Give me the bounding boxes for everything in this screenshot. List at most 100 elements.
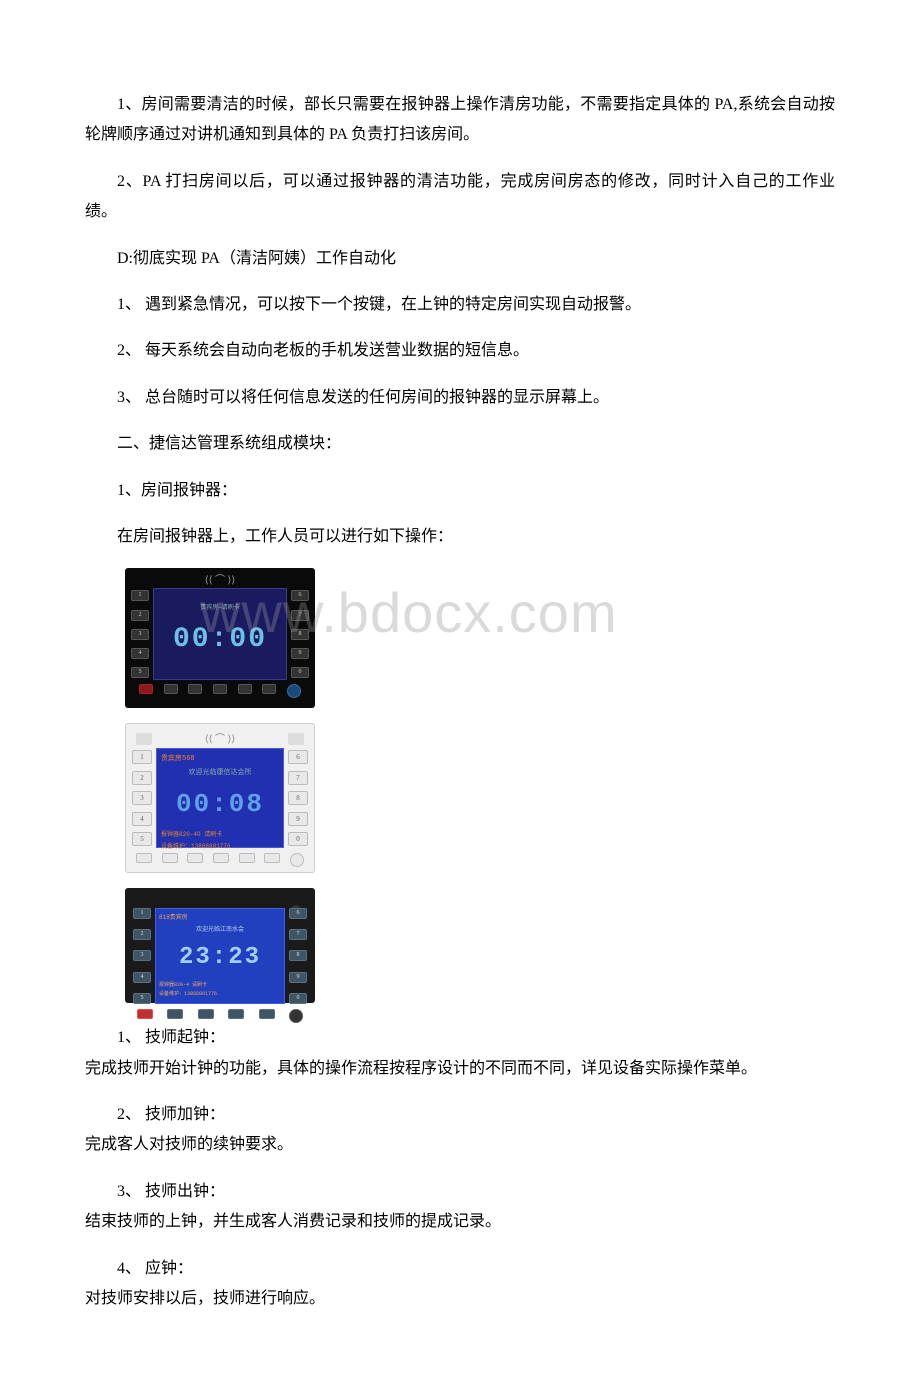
- device-1-key: 8: [291, 629, 309, 640]
- device-2-bottom-key: [136, 853, 152, 863]
- device-3-key: 3: [133, 950, 151, 961]
- paragraph-13: 4、 应钟：: [85, 1254, 835, 1284]
- device-1-body: 1 2 3 4 5 贵宾房—请刷卡 00:00 6 7 8 9 0: [131, 588, 309, 680]
- device-3-key: 1: [133, 908, 151, 919]
- device-3-key: 0: [289, 993, 307, 1004]
- device-1-bottom-key: [188, 684, 202, 694]
- device-2-screen: 贵宾房568 欢迎光临康信达会所 00:08 报钟器820-40 请刷卡 设备维…: [156, 748, 284, 848]
- device-3-key: 2: [133, 929, 151, 940]
- device-2-bottom-key: [187, 853, 203, 863]
- device-1-circle-key: [287, 684, 301, 698]
- device-1-bottom-key: [139, 684, 153, 694]
- device-3-bottom-keys: [133, 1004, 307, 1023]
- device-1-key: 9: [291, 648, 309, 659]
- device-2-key: 0: [288, 832, 308, 846]
- device-1-key: 5: [131, 667, 149, 678]
- device-1-screen: 贵宾房—请刷卡 00:00: [153, 588, 287, 680]
- device-image-2: ⟨⟨ ⌒ ⟩⟩ 1 2 3 4 5 贵宾房568 欢迎光临康信达会所 00:08…: [125, 723, 315, 873]
- device-1-screen-text: 贵宾房—请刷卡: [200, 602, 240, 613]
- device-2-speaker: [288, 733, 304, 745]
- paragraph-12b: 结束技师的上钟，并生成客人消费记录和技师的提成记录。: [85, 1207, 835, 1237]
- paragraph-7: 二、捷信达管理系统组成模块：: [85, 429, 835, 459]
- paragraph-11: 2、 技师加钟：: [85, 1100, 835, 1130]
- device-3-top: [133, 896, 307, 908]
- device-1-key: 7: [291, 610, 309, 621]
- device-2-key: 5: [132, 832, 152, 846]
- device-3-bottom-key: [228, 1009, 244, 1019]
- paragraph-8: 1、房间报钟器：: [85, 476, 835, 506]
- device-1-bottom-key: [213, 684, 227, 694]
- paragraph-5: 2、 每天系统会自动向老板的手机发送营业数据的短信息。: [85, 336, 835, 366]
- paragraph-13b: 对技师安排以后，技师进行响应。: [85, 1284, 835, 1314]
- device-2-body: 1 2 3 4 5 贵宾房568 欢迎光临康信达会所 00:08 报钟器820-…: [132, 748, 308, 848]
- paragraph-12: 3、 技师出钟：: [85, 1177, 835, 1207]
- device-image-1: ⟨⟨ ⌒ ⟩⟩ 1 2 3 4 5 贵宾房—请刷卡 00:00 6 7 8 9 …: [125, 568, 315, 708]
- device-3-round-key: [289, 1009, 303, 1023]
- device-3-key: 4: [133, 972, 151, 983]
- device-3-screen: 818贵宾房 欢迎光临江南水会 23:23 报钟器820-4 请刷卡 设备维护：…: [155, 908, 285, 1003]
- device-3-body: 1 2 3 4 5 818贵宾房 欢迎光临江南水会 23:23 报钟器820-4…: [133, 908, 307, 1003]
- device-2-top-row: ⟨⟨ ⌒ ⟩⟩: [132, 730, 308, 748]
- device-1-bottom-key: [164, 684, 178, 694]
- device-1-key: 1: [131, 590, 149, 601]
- device-2-key: 9: [288, 812, 308, 826]
- device-2-key: 1: [132, 750, 152, 764]
- device-2-left-keys: 1 2 3 4 5: [132, 748, 152, 848]
- device-2-key: 6: [288, 750, 308, 764]
- device-1-decoration: ⟨⟨ ⌒ ⟩⟩: [131, 574, 309, 588]
- paragraph-1: 1、房间需要清洁的时候，部长只需要在报钟器上操作清房功能，不需要指定具体的 PA…: [85, 90, 835, 151]
- device-3-bottom-key: [167, 1009, 183, 1019]
- device-3-room: 818贵宾房: [159, 912, 281, 923]
- device-1-key: 3: [131, 629, 149, 640]
- device-3-footer2: 设备维护：13888881776: [159, 990, 281, 1000]
- device-3-key: 7: [289, 929, 307, 940]
- device-1-key: 2: [131, 610, 149, 621]
- device-2-bottom-key: [213, 853, 229, 863]
- device-image-3: 1 2 3 4 5 818贵宾房 欢迎光临江南水会 23:23 报钟器820-4…: [125, 888, 315, 1003]
- device-3-left-keys: 1 2 3 4 5: [133, 908, 151, 1003]
- paragraph-11b: 完成客人对技师的续钟要求。: [85, 1130, 835, 1160]
- device-3-footer1: 报钟器820-4 请刷卡: [159, 981, 281, 991]
- paragraph-9: 在房间报钟器上，工作人员可以进行如下操作：: [85, 522, 835, 552]
- device-2-bottom-key: [239, 853, 255, 863]
- device-3-bottom-key: [198, 1009, 214, 1019]
- device-3-bottom-key: [259, 1009, 275, 1019]
- paragraph-3: D:彻底实现 PA（清洁阿姨）工作自动化: [85, 244, 835, 274]
- device-3-right-keys: 6 7 8 9 0: [289, 908, 307, 1003]
- device-2-right-keys: 6 7 8 9 0: [288, 748, 308, 848]
- device-2-round-key: [290, 853, 304, 867]
- paragraph-2: 2、PA 打扫房间以后，可以通过报钟器的清洁功能，完成房间房态的修改，同时计入自…: [85, 167, 835, 228]
- device-1-right-keys: 6 7 8 9 0: [291, 588, 309, 680]
- device-1-bottom-keys: [131, 680, 309, 698]
- device-3-time: 23:23: [159, 935, 281, 981]
- device-2-key: 7: [288, 771, 308, 785]
- device-3-key: 5: [133, 993, 151, 1004]
- paragraph-6: 3、 总台随时可以将任何信息发送的任何房间的报钟器的显示屏幕上。: [85, 383, 835, 413]
- device-1-left-keys: 1 2 3 4 5: [131, 588, 149, 680]
- device-2-key: 2: [132, 771, 152, 785]
- device-2-subheader: 欢迎光临康信达会所: [161, 767, 279, 780]
- device-2-key: 3: [132, 791, 152, 805]
- device-1-bottom-key: [262, 684, 276, 694]
- device-3-key: 6: [289, 908, 307, 919]
- device-2-bottom-key: [162, 853, 178, 863]
- device-1-key: 0: [291, 667, 309, 678]
- device-images-container: ⟨⟨ ⌒ ⟩⟩ 1 2 3 4 5 贵宾房—请刷卡 00:00 6 7 8 9 …: [85, 568, 835, 1003]
- paragraph-10: 1、 技师起钟：: [85, 1023, 835, 1053]
- device-3-bottom-key: [137, 1009, 153, 1019]
- device-2-footer2: 设备维护：13888881776: [161, 841, 279, 852]
- device-2-speaker: [136, 733, 152, 745]
- device-1-time: 00:00: [173, 613, 267, 666]
- device-3-key: 9: [289, 972, 307, 983]
- device-1-key: 6: [291, 590, 309, 601]
- device-2-decoration: ⟨⟨ ⌒ ⟩⟩: [205, 730, 236, 749]
- device-1-key: 4: [131, 648, 149, 659]
- device-2-room: 贵宾房568: [161, 753, 279, 766]
- device-2-key: 8: [288, 791, 308, 805]
- device-3-subheader: 欢迎光临江南水会: [159, 924, 281, 935]
- device-1-bottom-key: [238, 684, 252, 694]
- device-3-key: 8: [289, 950, 307, 961]
- paragraph-10b: 完成技师开始计钟的功能，具体的操作流程按程序设计的不同而不同，详见设备实际操作菜…: [85, 1054, 835, 1084]
- paragraph-4: 1、 遇到紧急情况，可以按下一个按键，在上钟的特定房间实现自动报警。: [85, 290, 835, 320]
- device-2-time: 00:08: [161, 780, 279, 829]
